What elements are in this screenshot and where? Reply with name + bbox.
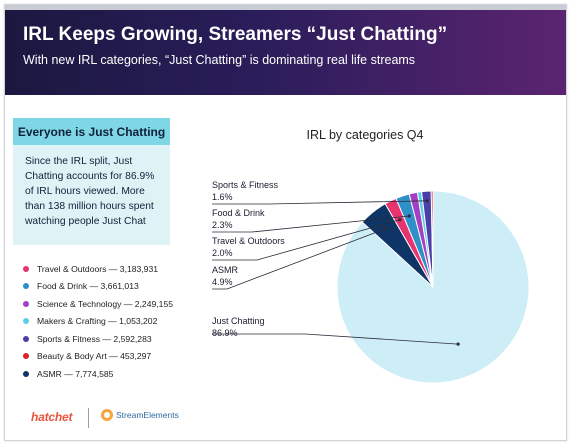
page-subtitle: With new IRL categories, “Just Chatting”…: [23, 53, 416, 67]
legend-item: Sports & Fitness — 2,592,283: [23, 330, 203, 348]
leader-line-asmr: [212, 228, 387, 290]
slice-label-just-chatting: Just Chatting: [212, 316, 265, 326]
legend-item: Travel & Outdoors — 3,183,931: [23, 260, 203, 278]
leader-line-food-drink: [212, 215, 410, 233]
legend-item: Beauty & Body Art — 453,297: [23, 348, 203, 366]
leader-dot-food-drink: [407, 214, 411, 218]
streamelements-logo: StreamElements: [101, 409, 179, 421]
leader-dot-just-chatting: [456, 342, 460, 346]
legend-dot-icon: [23, 300, 29, 307]
legend-item: ASMR — 7,774,585: [23, 365, 203, 383]
pie-slice-food-drink: [395, 193, 434, 288]
header-banner: IRL Keeps Growing, Streamers “Just Chatt…: [5, 10, 566, 95]
legend-dot-icon: [23, 353, 29, 360]
legend-item: Science & Technology — 2,249,155: [23, 295, 203, 313]
slice-label-asmr: ASMR: [212, 265, 239, 275]
chart-title: IRL by categories Q4: [306, 128, 424, 142]
legend-label: Sports & Fitness — 2,592,283: [37, 333, 152, 344]
hatchet-logo: hatchet: [31, 410, 73, 424]
slice-label-sports-fitness: Sports & Fitness: [212, 180, 279, 190]
legend-label: Beauty & Body Art — 453,297: [37, 351, 152, 362]
slice-value-travel-outdoors: 2.0%: [212, 248, 233, 258]
legend-dot-icon: [23, 370, 29, 377]
leader-line-sports-fitness: [212, 200, 428, 205]
slice-value-just-chatting: 86.9%: [212, 328, 238, 338]
footer-divider: [88, 408, 89, 428]
legend-dot-icon: [23, 283, 29, 290]
legend-dot-icon: [23, 335, 29, 342]
legend-label: Food & Drink — 3,661,013: [37, 281, 139, 292]
legend-label: ASMR — 7,774,585: [37, 368, 114, 379]
legend-item: Food & Drink — 3,661,013: [23, 278, 203, 296]
pie-slice-travel-outdoors: [384, 197, 434, 288]
streamelements-wordmark: StreamElements: [116, 410, 179, 420]
top-strip: [5, 5, 566, 10]
slice-label-travel-outdoors: Travel & Outdoors: [212, 236, 285, 246]
leader-dot-asmr: [384, 226, 388, 231]
page-title: IRL Keeps Growing, Streamers “Just Chatt…: [23, 24, 448, 45]
pie-slice-science-technology: [408, 191, 434, 288]
slice-value-asmr: 4.9%: [212, 277, 233, 287]
pie-slice-asmr: [361, 203, 434, 288]
pie-slice-beauty-body-art: [430, 190, 434, 288]
callout-body: Since the IRL split, Just Chatting accou…: [13, 145, 170, 245]
slice-value-food-drink: 2.3%: [212, 220, 233, 230]
legend-list: Travel & Outdoors — 3,183,931 Food & Dri…: [23, 260, 203, 383]
leader-dot-travel-outdoors: [398, 218, 402, 222]
legend-label: Science & Technology — 2,249,155: [37, 298, 174, 309]
pie-slice-sports-fitness: [421, 190, 434, 288]
infographic-card: IRL Keeps Growing, Streamers “Just Chatt…: [4, 4, 567, 441]
legend-label: Travel & Outdoors — 3,183,931: [37, 263, 159, 274]
slice-label-food-drink: Food & Drink: [212, 208, 265, 218]
slice-value-sports-fitness: 1.6%: [212, 192, 233, 202]
legend-label: Makers & Crafting — 1,053,202: [37, 316, 158, 327]
legend-item: Makers & Crafting — 1,053,202: [23, 313, 203, 331]
legend-dot-icon: [23, 265, 29, 272]
legend-dot-icon: [23, 318, 29, 325]
callout-heading: Everyone is Just Chatting: [13, 118, 170, 145]
leader-line-just-chatting: [212, 333, 459, 345]
pie-slice-makers-crafting: [416, 191, 434, 288]
leader-line-travel-outdoors: [212, 219, 401, 261]
pie-slice-just-chatting: [336, 190, 530, 384]
leader-dot-sports-fitness: [425, 199, 429, 203]
streamelements-icon: [101, 409, 113, 421]
